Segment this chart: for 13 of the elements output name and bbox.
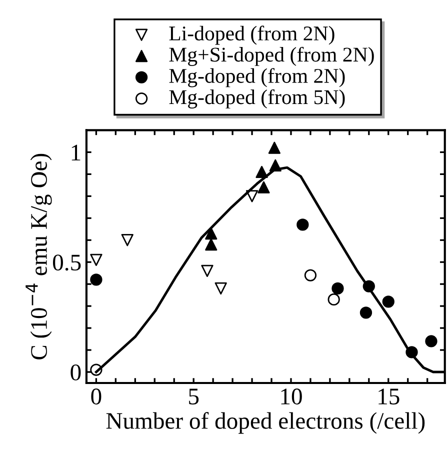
y-tick-label: 0 — [70, 364, 81, 380]
y-tick-label: 1 — [72, 144, 80, 160]
x-tick-label: 5 — [189, 388, 199, 404]
y-tick-label: 0.5 — [52, 254, 81, 271]
x-tick-label: 0 — [91, 388, 102, 404]
x-axis-title: Number of doped electrons (/cell) — [106, 412, 425, 434]
legend-label: Mg-doped (from 5N) — [169, 89, 345, 108]
legend-label: Mg-doped (from 2N) — [169, 68, 345, 88]
x-tick-label: 15 — [378, 388, 400, 404]
y-axis-title: C (10$^{−4}$ emu K/g Oe) — [26, 154, 52, 360]
x-tick-label: 10 — [281, 388, 302, 404]
legend-label: Mg+Si-doped (from 2N) — [169, 46, 374, 66]
legend-label: Li-doped (from 2N) — [169, 26, 334, 45]
